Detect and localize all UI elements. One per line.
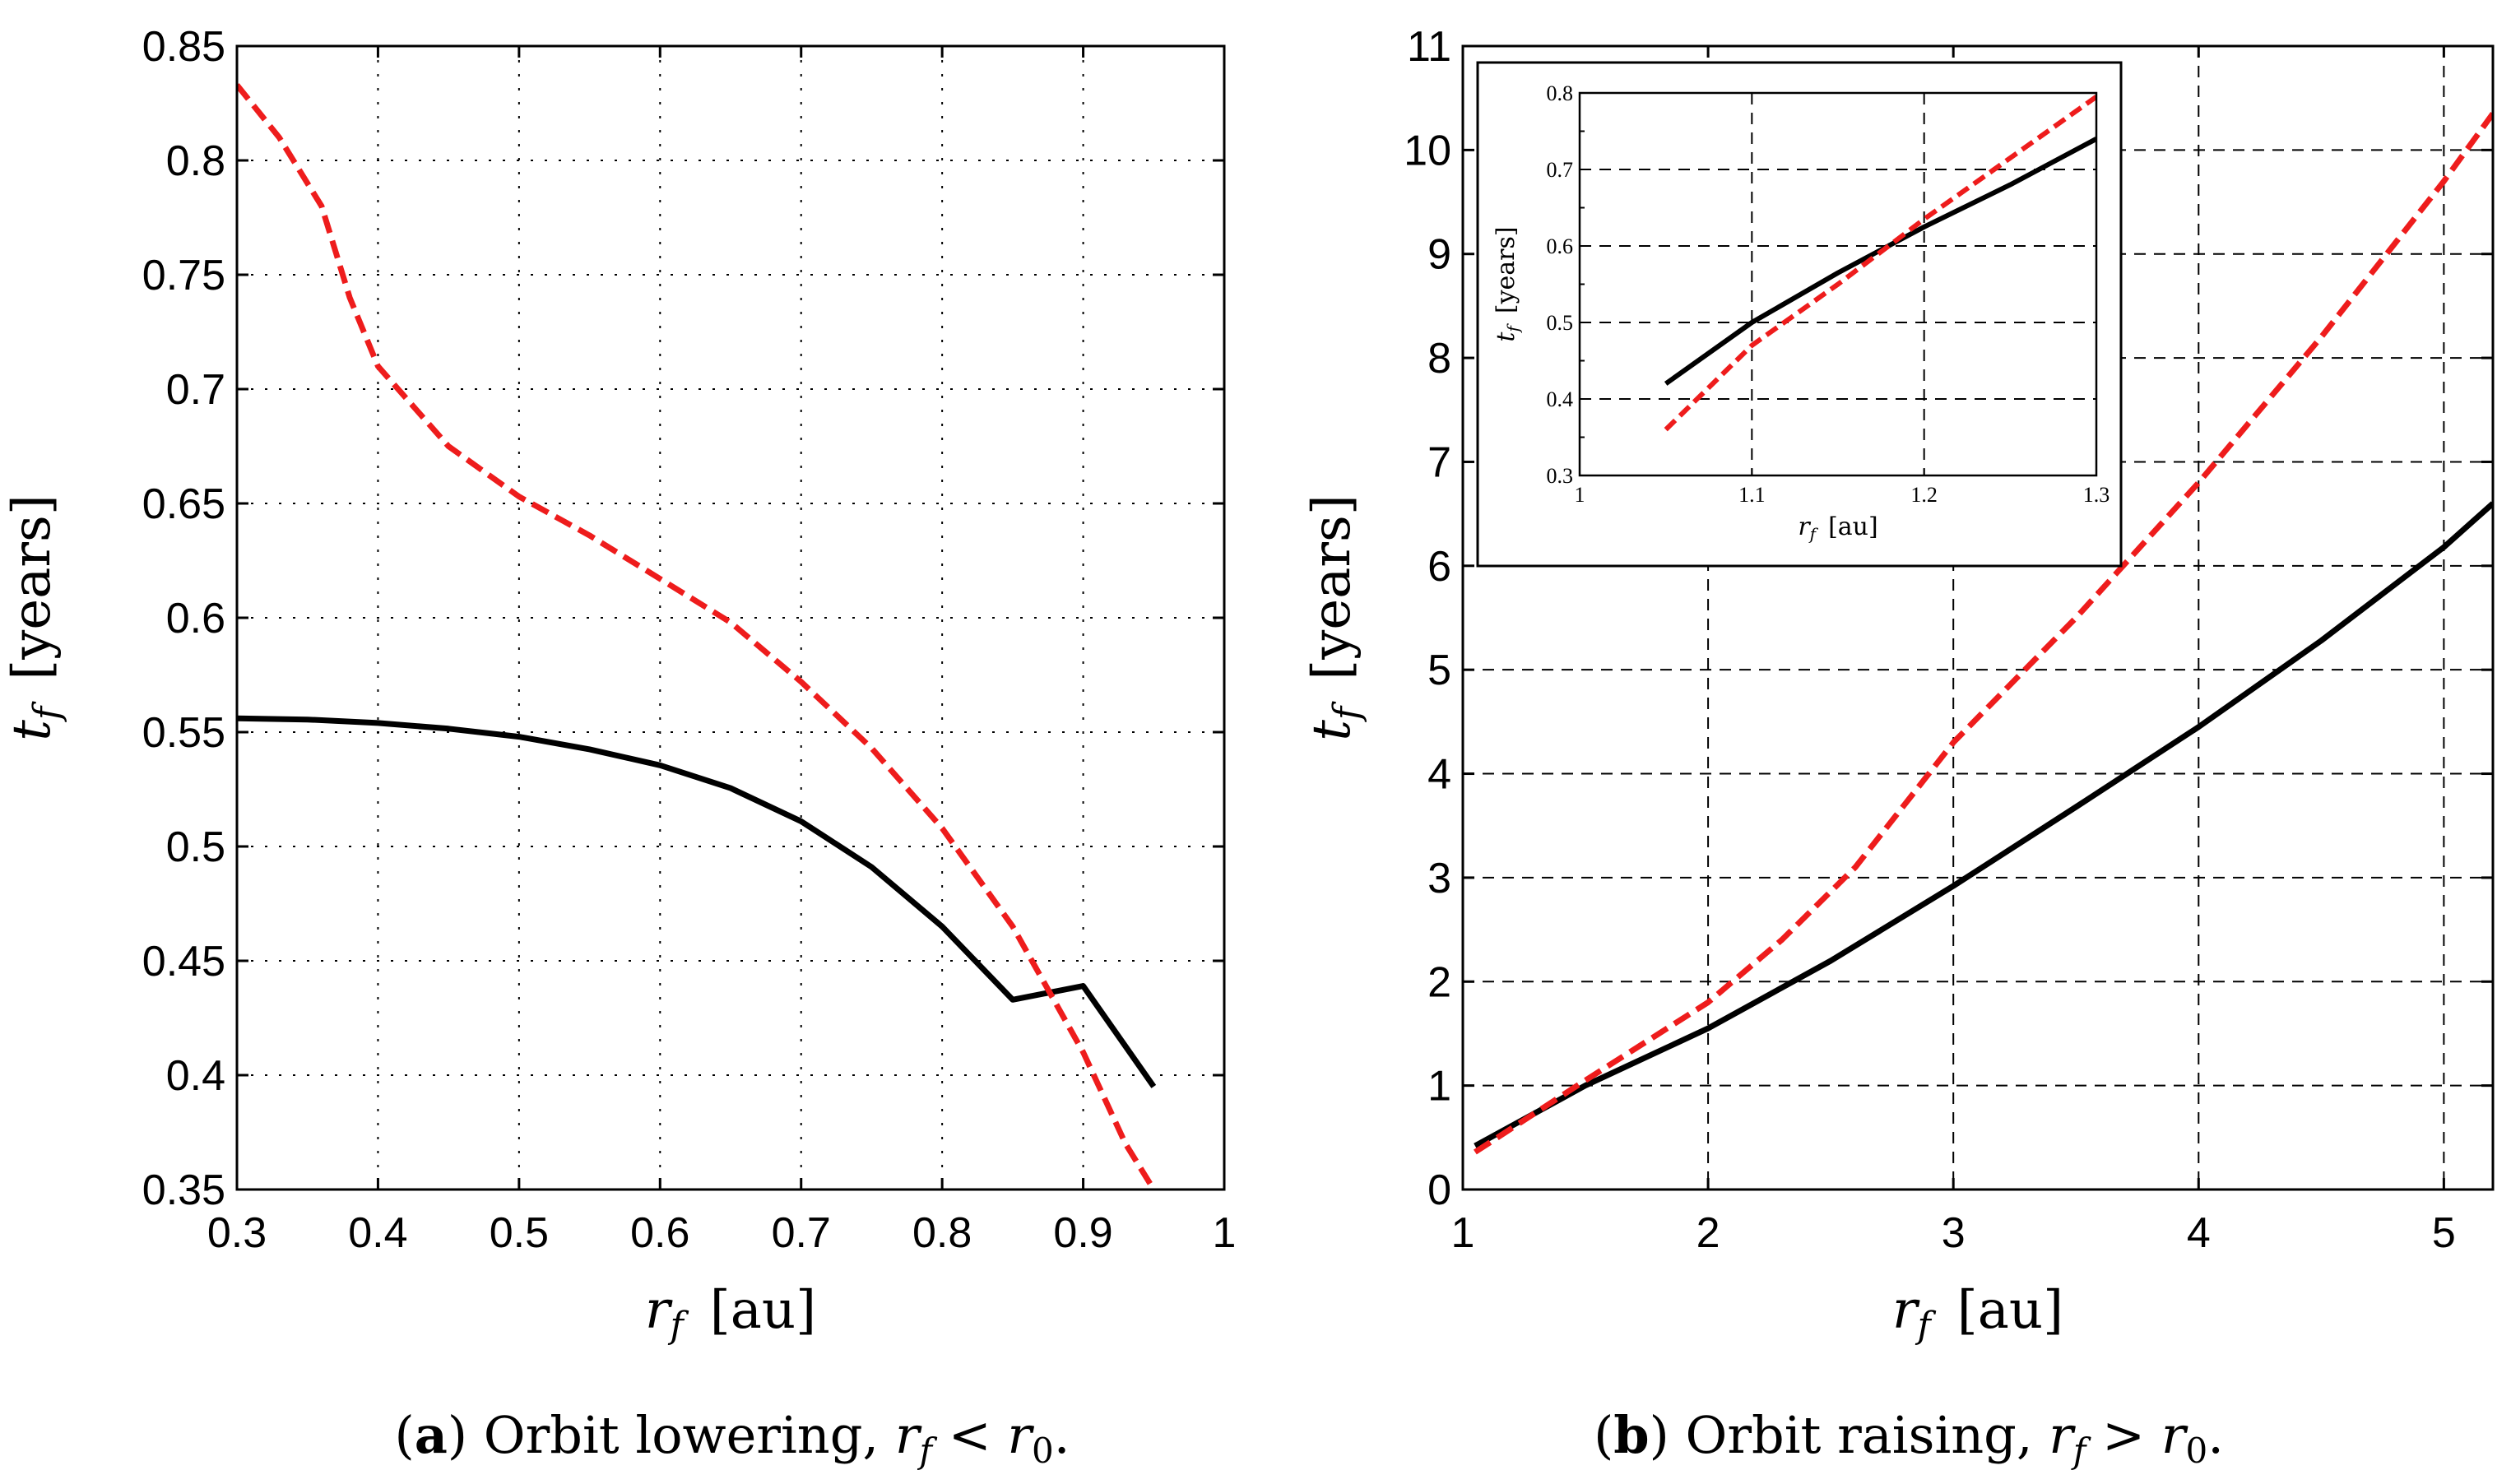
panel-a: 0.3 0.4 0.5 0.6 0.7 0.8 0.9 1 0.35 0.4 0.45 0.5 0.55…	[2, 23, 1236, 1471]
y-tick-label: 0	[1427, 1166, 1451, 1214]
inset-chart: 1 1.1 1.2 1.3 0.3 0.4 0.5 0.6 0.7 0.8 rf [au] tf [y…	[1476, 61, 2123, 568]
y-tick-label: 0.45	[142, 938, 225, 985]
x-tick-label: 0.8	[912, 1209, 972, 1257]
y-tick-label: 10	[1404, 127, 1451, 174]
y-tick-label: 6	[1427, 543, 1451, 591]
panel-caption: (a) Orbit lowering, rf < r0.	[395, 1405, 1070, 1471]
x-axis-label: rf [au]	[645, 1280, 816, 1347]
x-axis-label: rf [au]	[1892, 1280, 2063, 1347]
inset-y-axis-label: tf [years]	[1492, 226, 1523, 341]
y-axis-label: tf [years]	[2, 494, 68, 741]
inset-outer-frame	[1476, 61, 2123, 568]
y-tick-label: 11	[1407, 23, 1451, 71]
x-tick-label: 0.3	[207, 1209, 267, 1257]
x-tick-label: 2	[1696, 1209, 1720, 1257]
y-tick-label: 9	[1427, 231, 1451, 279]
x-tick-label: 0.7	[772, 1209, 831, 1257]
y-tick-label: 2	[1427, 958, 1451, 1006]
y-tick-label: 0.35	[142, 1166, 225, 1214]
plot-frame	[235, 44, 1226, 1191]
y-tick-label: 0.85	[142, 23, 225, 71]
y-tick-label: 0.55	[142, 709, 225, 757]
y-axis-label: tf [years]	[1302, 494, 1368, 741]
y-tick-label: 0.75	[142, 252, 225, 299]
plot-frame	[1461, 44, 2495, 1191]
x-tick-label: 0.4	[348, 1209, 407, 1257]
inset-x-tick-label: 1	[1575, 483, 1585, 507]
y-tick-label: 4	[1427, 751, 1451, 799]
x-tick-label: 4	[2187, 1209, 2211, 1257]
inset-x-tick-label: 1.2	[1910, 483, 1938, 507]
x-tick-label: 3	[1942, 1209, 1966, 1257]
x-tick-label: 0.5	[490, 1209, 549, 1257]
y-tick-label: 3	[1427, 855, 1451, 902]
inset-y-tick-label: 0.4	[1547, 387, 1574, 411]
y-tick-label: 0.6	[166, 595, 225, 642]
series-dashed-red	[1473, 112, 2493, 1155]
inset-x-tick-label: 1.3	[2083, 483, 2110, 507]
y-tick-label: 0.5	[166, 823, 225, 871]
y-tick-label: 5	[1427, 647, 1451, 694]
inset-y-tick-label: 0.5	[1547, 311, 1574, 335]
y-tick-label: 8	[1427, 335, 1451, 383]
y-tick-label: 0.7	[166, 366, 225, 414]
y-tick-label: 0.65	[142, 480, 225, 528]
inset-x-tick-label: 1.1	[1738, 483, 1766, 507]
inset-y-tick-label: 0.3	[1547, 464, 1574, 488]
series-solid-black	[1474, 501, 2493, 1148]
inset-y-tick-label: 0.8	[1547, 81, 1574, 105]
x-tick-label: 1	[1213, 1209, 1237, 1257]
inset-y-tick-label: 0.6	[1547, 234, 1574, 258]
inset-y-tick-label: 0.7	[1547, 158, 1574, 182]
series-dashed-red	[237, 83, 1157, 1190]
y-tick-label: 7	[1427, 438, 1451, 486]
inset-plot-frame	[1578, 91, 2098, 477]
series-solid-black	[237, 715, 1157, 1088]
inset-x-axis-label: rf [au]	[1798, 512, 1877, 544]
y-tick-label: 1	[1427, 1063, 1451, 1111]
y-tick-label: 0.4	[166, 1052, 225, 1100]
x-tick-label: 0.9	[1053, 1209, 1112, 1257]
x-tick-label: 0.6	[630, 1209, 689, 1257]
x-tick-label: 1	[1451, 1209, 1475, 1257]
y-tick-label: 0.8	[166, 137, 225, 185]
inset-series-dashed-red	[1664, 95, 2096, 432]
panel-caption: (b) Orbit raising, rf > r0.	[1594, 1405, 2224, 1471]
x-tick-label: 5	[2432, 1209, 2456, 1257]
